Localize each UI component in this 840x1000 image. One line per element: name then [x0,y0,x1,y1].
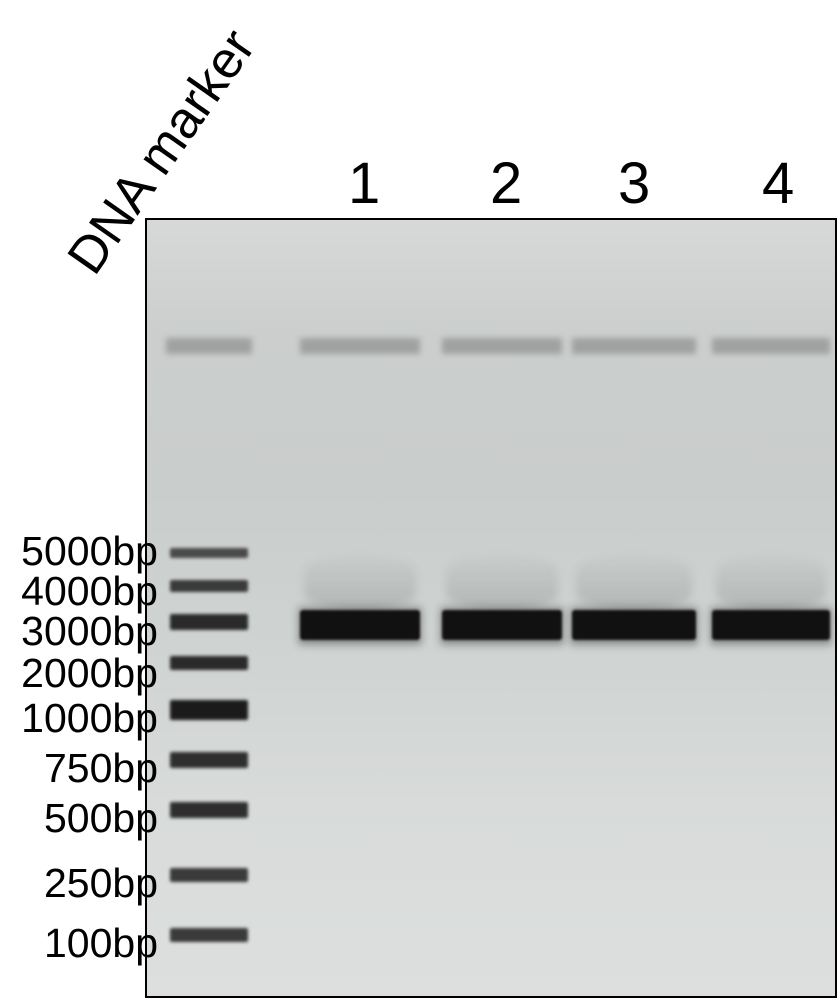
well-lane-3 [572,338,696,354]
sample-band-lane-2 [442,610,562,640]
lane-label-3: 3 [618,150,650,217]
gel-figure: DNA marker 1 2 3 4 5000bp 4000bp 3000bp … [0,0,840,1000]
lane-label-1: 1 [348,150,380,217]
ladder-band-8 [170,928,248,942]
sample-band-lane-1 [300,610,420,640]
ladder-band-7 [170,868,248,882]
smear-lane-2 [446,555,558,610]
smear-lane-3 [576,555,692,610]
sample-band-lane-4 [712,610,830,640]
marker-label-100: 100bp [44,920,158,967]
ladder-band-5 [170,752,248,768]
lane-label-2: 2 [490,150,522,217]
marker-label-750: 750bp [44,745,158,792]
well-lane-1 [300,338,420,354]
smear-lane-4 [716,555,826,610]
smear-lane-1 [304,555,416,610]
well-lane-4 [712,338,830,354]
marker-label-3000: 3000bp [21,608,158,655]
sample-band-lane-3 [572,610,696,640]
ladder-band-6 [170,802,248,818]
ladder-band-1 [170,580,248,592]
well-lane-2 [442,338,562,354]
marker-label-500: 500bp [44,795,158,842]
ladder-band-0 [170,548,248,558]
ladder-band-4 [170,700,248,720]
marker-label-1000: 1000bp [21,695,158,742]
well-ladder [166,338,252,354]
ladder-band-3 [170,656,248,670]
marker-label-2000: 2000bp [21,650,158,697]
lane-label-4: 4 [762,150,794,217]
ladder-band-2 [170,614,248,630]
marker-label-250: 250bp [44,860,158,907]
